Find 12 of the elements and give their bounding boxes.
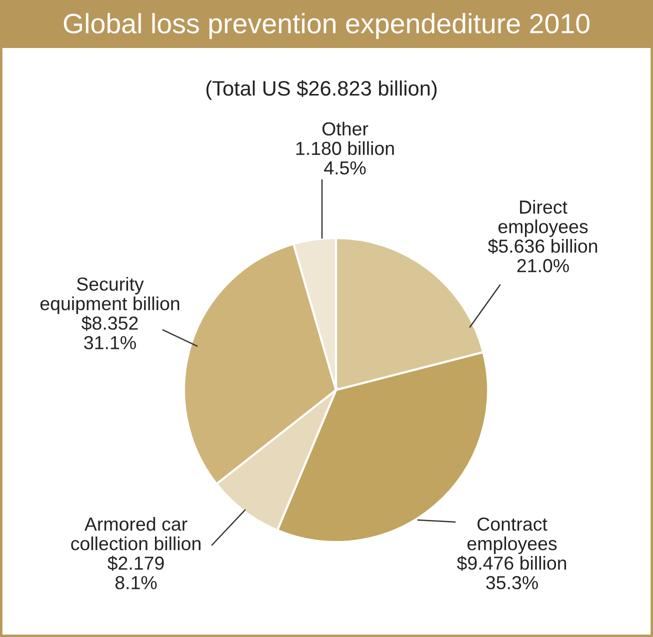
slice-label: Direct employees <box>498 200 588 237</box>
slice-label: Contract employees <box>467 517 557 554</box>
data-label: $9.476 billion 35.3% <box>456 556 566 590</box>
slice-label: Security equipment billion <box>40 276 180 314</box>
chart-subtitle: (Total US $26.823 billion) <box>206 80 437 100</box>
data-label: $8.352 31.1% <box>82 316 138 350</box>
data-label: $5.636 billion 21.0% <box>488 238 598 272</box>
data-label: 1.180 billion 4.5% <box>296 141 394 175</box>
slice-label: Armored car collection billion <box>71 516 200 550</box>
slice-label: Other <box>322 122 368 136</box>
data-label: $2.179 8.1% <box>108 556 164 590</box>
chart-title: Global loss prevention expendediture 2010 <box>64 13 590 39</box>
